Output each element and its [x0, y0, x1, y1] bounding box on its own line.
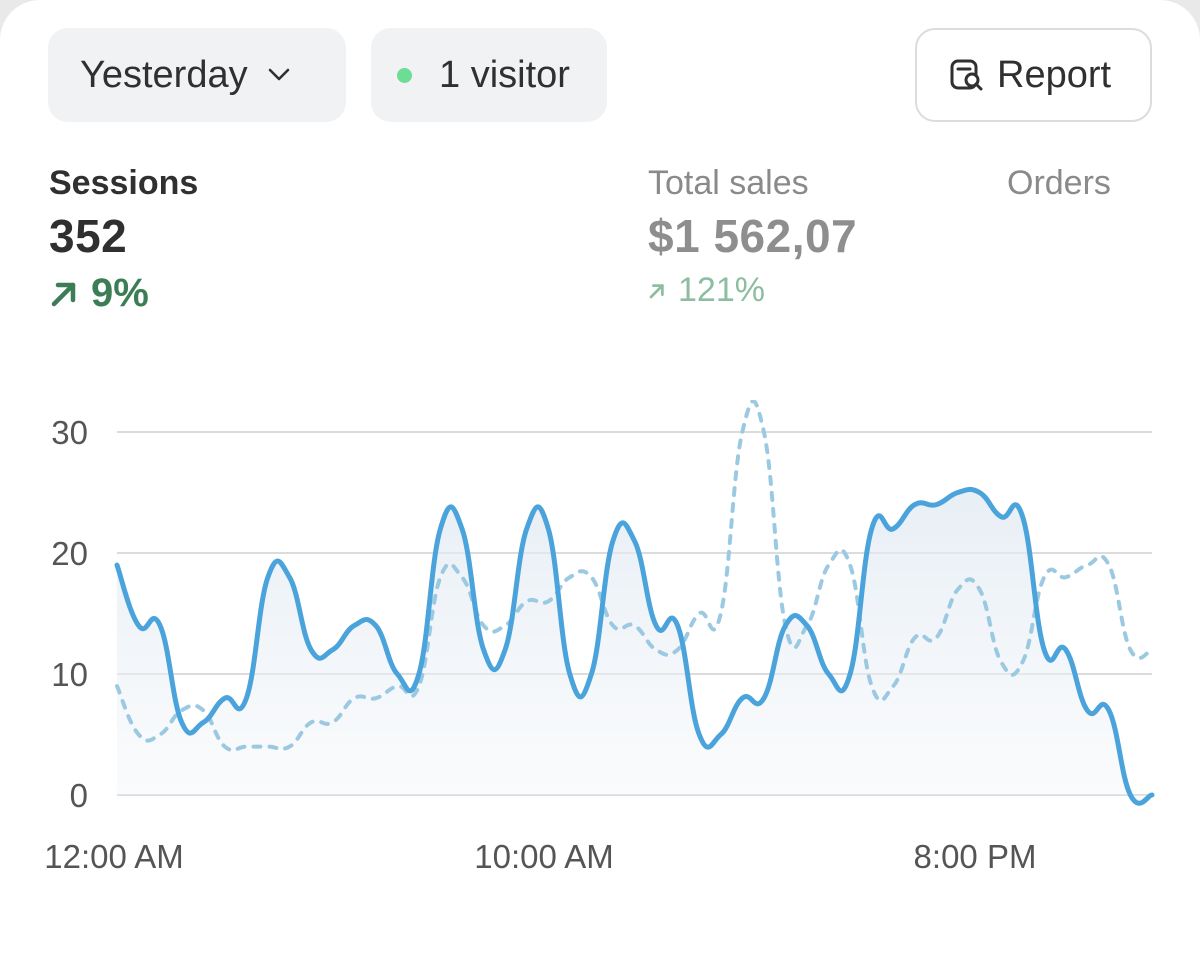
period-selector-button[interactable]: Yesterday	[48, 28, 346, 122]
y-tick-label: 20	[51, 535, 88, 572]
trend-up-arrow-icon	[51, 282, 76, 306]
sessions-change-value: 9%	[91, 271, 149, 315]
sessions-metric[interactable]: Sessions 352 9%	[49, 164, 198, 316]
total-sales-label: Total sales	[648, 164, 809, 202]
chevron-down-icon	[268, 68, 289, 81]
total-sales-change-value: 121%	[678, 271, 765, 309]
total-sales-change: 121%	[648, 271, 857, 310]
live-visitors-button[interactable]: 1 visitor	[371, 28, 607, 122]
orders-metric[interactable]: Orders	[1007, 164, 1111, 203]
x-tick-label: 12:00 AM	[44, 838, 183, 875]
period-label: Yesterday	[80, 53, 248, 96]
report-label: Report	[997, 53, 1112, 96]
sessions-value: 352	[49, 210, 128, 262]
series-comparison-line	[115, 400, 1154, 753]
series-current-area	[117, 489, 1152, 804]
total-sales-metric[interactable]: Total sales $1 562,07 121%	[648, 164, 857, 310]
y-tick-label: 30	[51, 414, 88, 451]
visitors-label: 1 visitor	[439, 53, 570, 96]
y-tick-label: 10	[51, 656, 88, 693]
total-sales-value: $1 562,07	[648, 210, 858, 262]
sessions-change: 9%	[49, 271, 198, 316]
x-tick-label: 8:00 PM	[914, 838, 1037, 875]
orders-label: Orders	[1007, 164, 1111, 202]
sessions-label: Sessions	[49, 164, 199, 202]
sessions-line-chart: 0 10 20 30 12:00 AM 10:00 AM 8:00 PM	[44, 400, 1155, 875]
report-button[interactable]: Report	[915, 28, 1152, 122]
x-tick-label: 10:00 AM	[474, 838, 613, 875]
y-tick-label: 0	[70, 777, 88, 814]
series-current-line	[114, 486, 1155, 806]
trend-up-arrow-icon	[649, 283, 664, 298]
online-status-icon	[397, 67, 412, 83]
report-search-icon	[950, 59, 983, 91]
